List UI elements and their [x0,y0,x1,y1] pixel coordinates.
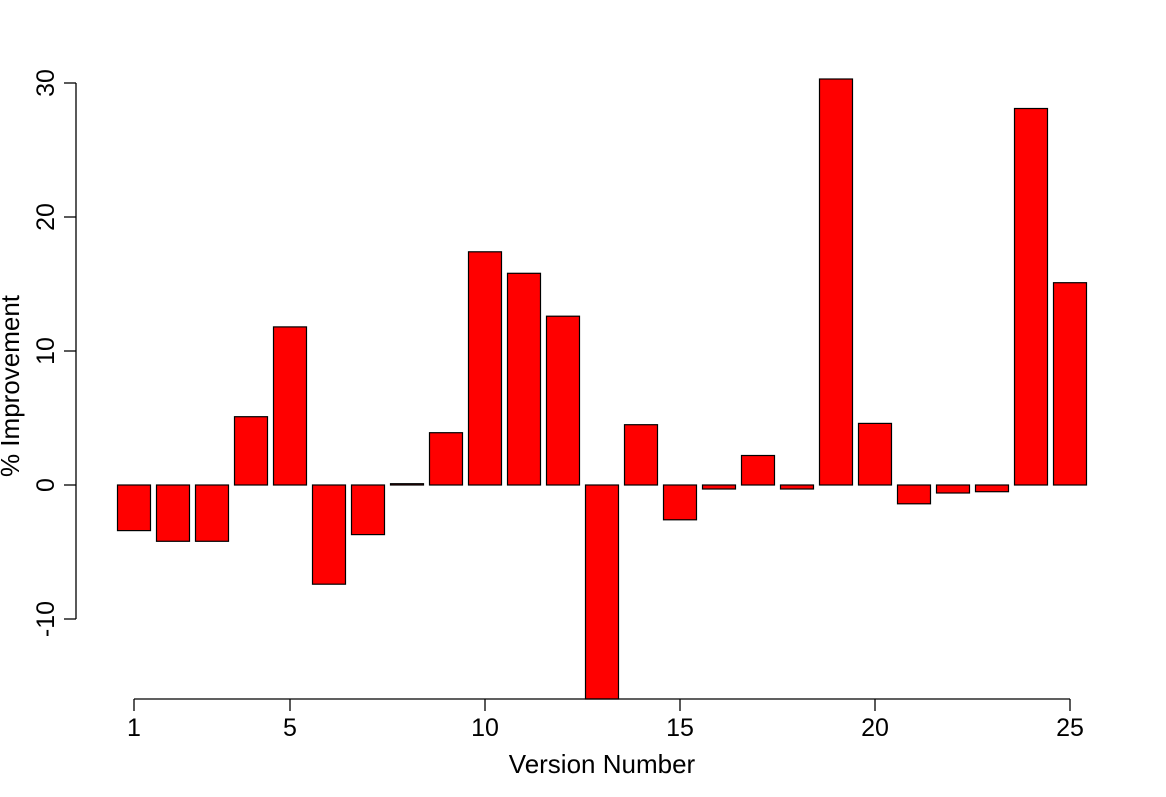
bars-group [116,78,1088,700]
bar [116,484,152,532]
bar [467,251,503,486]
x-tick-label: 1 [127,714,141,742]
bar [545,315,581,486]
bar [818,78,854,486]
y-tick-label: -10 [32,601,60,637]
bar [662,484,698,521]
bar [584,484,620,700]
bar [428,432,464,486]
bar [701,484,737,490]
bar [740,454,776,486]
bar [389,483,425,486]
bar [1052,282,1088,486]
x-axis: 1 5 10 15 20 25 [127,698,1084,742]
bar [311,484,347,585]
y-axis: -10 0 10 20 30 [32,69,77,637]
y-tick-label: 10 [32,337,60,365]
bar [272,326,308,486]
y-tick-label: 0 [32,478,60,492]
x-tick-label: 25 [1056,714,1084,742]
y-tick-label: 30 [32,69,60,97]
bar [233,416,269,486]
x-tick-label: 10 [471,714,499,742]
y-axis-title: % Improvement [0,294,25,477]
bar [857,422,893,486]
bar [935,484,971,494]
bar [350,484,386,536]
x-tick-label: 15 [666,714,694,742]
y-tick-label: 20 [32,203,60,231]
bar [506,272,542,486]
x-tick-label: 20 [861,714,889,742]
bar [155,484,191,542]
bar [974,484,1010,493]
bar [194,484,230,542]
bar [896,484,932,505]
x-axis-title: Version Number [509,749,696,779]
x-tick-label: 5 [283,714,297,742]
bar [623,424,659,486]
bar [1013,107,1049,486]
bar [779,484,815,490]
